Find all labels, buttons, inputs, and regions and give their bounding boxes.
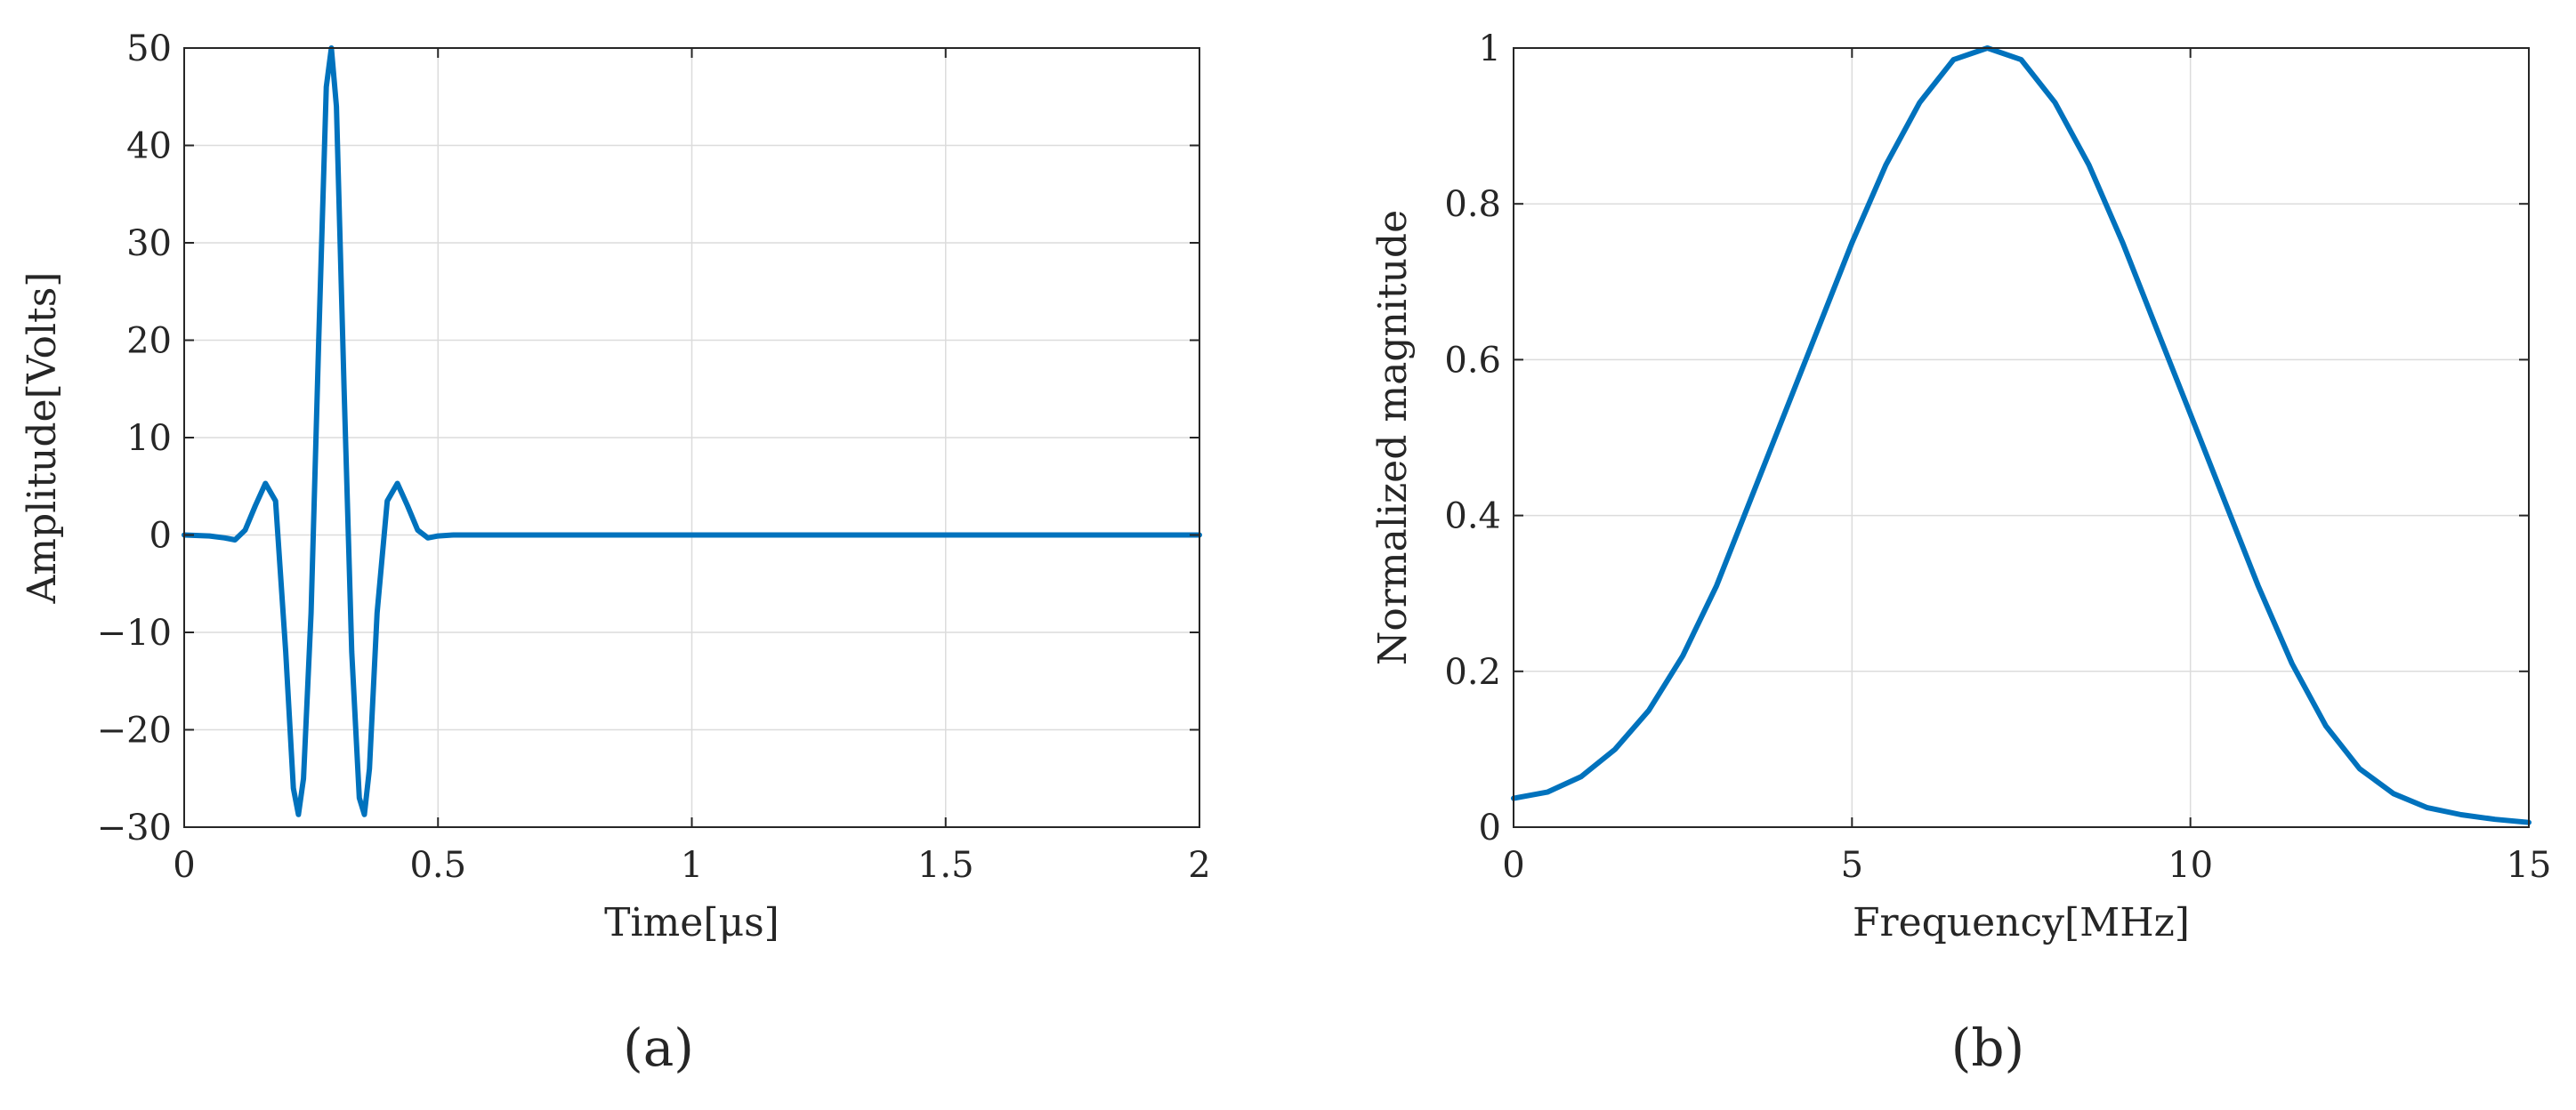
y-tick-label: 0.4	[1444, 496, 1501, 537]
series-line	[1511, 45, 2532, 825]
y-tick-label: 0.2	[1444, 652, 1501, 693]
y-tick-label: −20	[97, 711, 172, 752]
x-tick-label: 15	[2507, 845, 2552, 886]
y-tick-label: −30	[97, 808, 172, 849]
x-tick-label: 0	[173, 845, 195, 886]
x-tick-label: 2	[1188, 845, 1210, 886]
panel-b-chart: 0 5 10 15 0 0.2 0.4 0.6 0.8 1 Frequency[MHz] Normal…	[1370, 28, 2551, 1078]
y-tick-label: 0	[1479, 808, 1501, 849]
x-tick-label: 0	[1502, 845, 1524, 886]
y-tick-label: 0.8	[1444, 184, 1501, 225]
axes-box	[1513, 47, 2530, 828]
x-tick-label: 10	[2168, 845, 2213, 886]
y-tick-label: 10	[126, 418, 172, 459]
y-tick-label: 30	[126, 223, 172, 264]
y-tick-label: 0.6	[1444, 340, 1501, 381]
y-axis-label: Amplitude[Volts]	[20, 272, 65, 605]
y-tick-label: 1	[1479, 28, 1501, 69]
y-tick-label: 50	[126, 28, 172, 69]
x-tick-label: 1.5	[917, 845, 974, 886]
x-axis-label: Time[μs]	[604, 900, 779, 945]
panel-a-chart: 0 0.5 1 1.5 2 −30 −20 −10 0 10 20 30 40 50 Time[μs] Amp…	[20, 28, 1211, 1078]
series-line	[182, 45, 1202, 817]
y-tick-label: −10	[97, 613, 172, 654]
y-axis-label: Normalized magnitude	[1370, 210, 1416, 665]
x-tick-label: 0.5	[409, 845, 466, 886]
y-tick-label: 0	[149, 516, 172, 557]
panel-label: (b)	[1951, 1017, 2024, 1078]
x-tick-label: 5	[1841, 845, 1863, 886]
y-tick-label: 20	[126, 321, 172, 362]
y-tick-label: 40	[126, 126, 172, 167]
panel-label: (a)	[623, 1017, 694, 1078]
x-axis-label: Frequency[MHz]	[1853, 900, 2190, 945]
x-tick-label: 1	[681, 845, 703, 886]
